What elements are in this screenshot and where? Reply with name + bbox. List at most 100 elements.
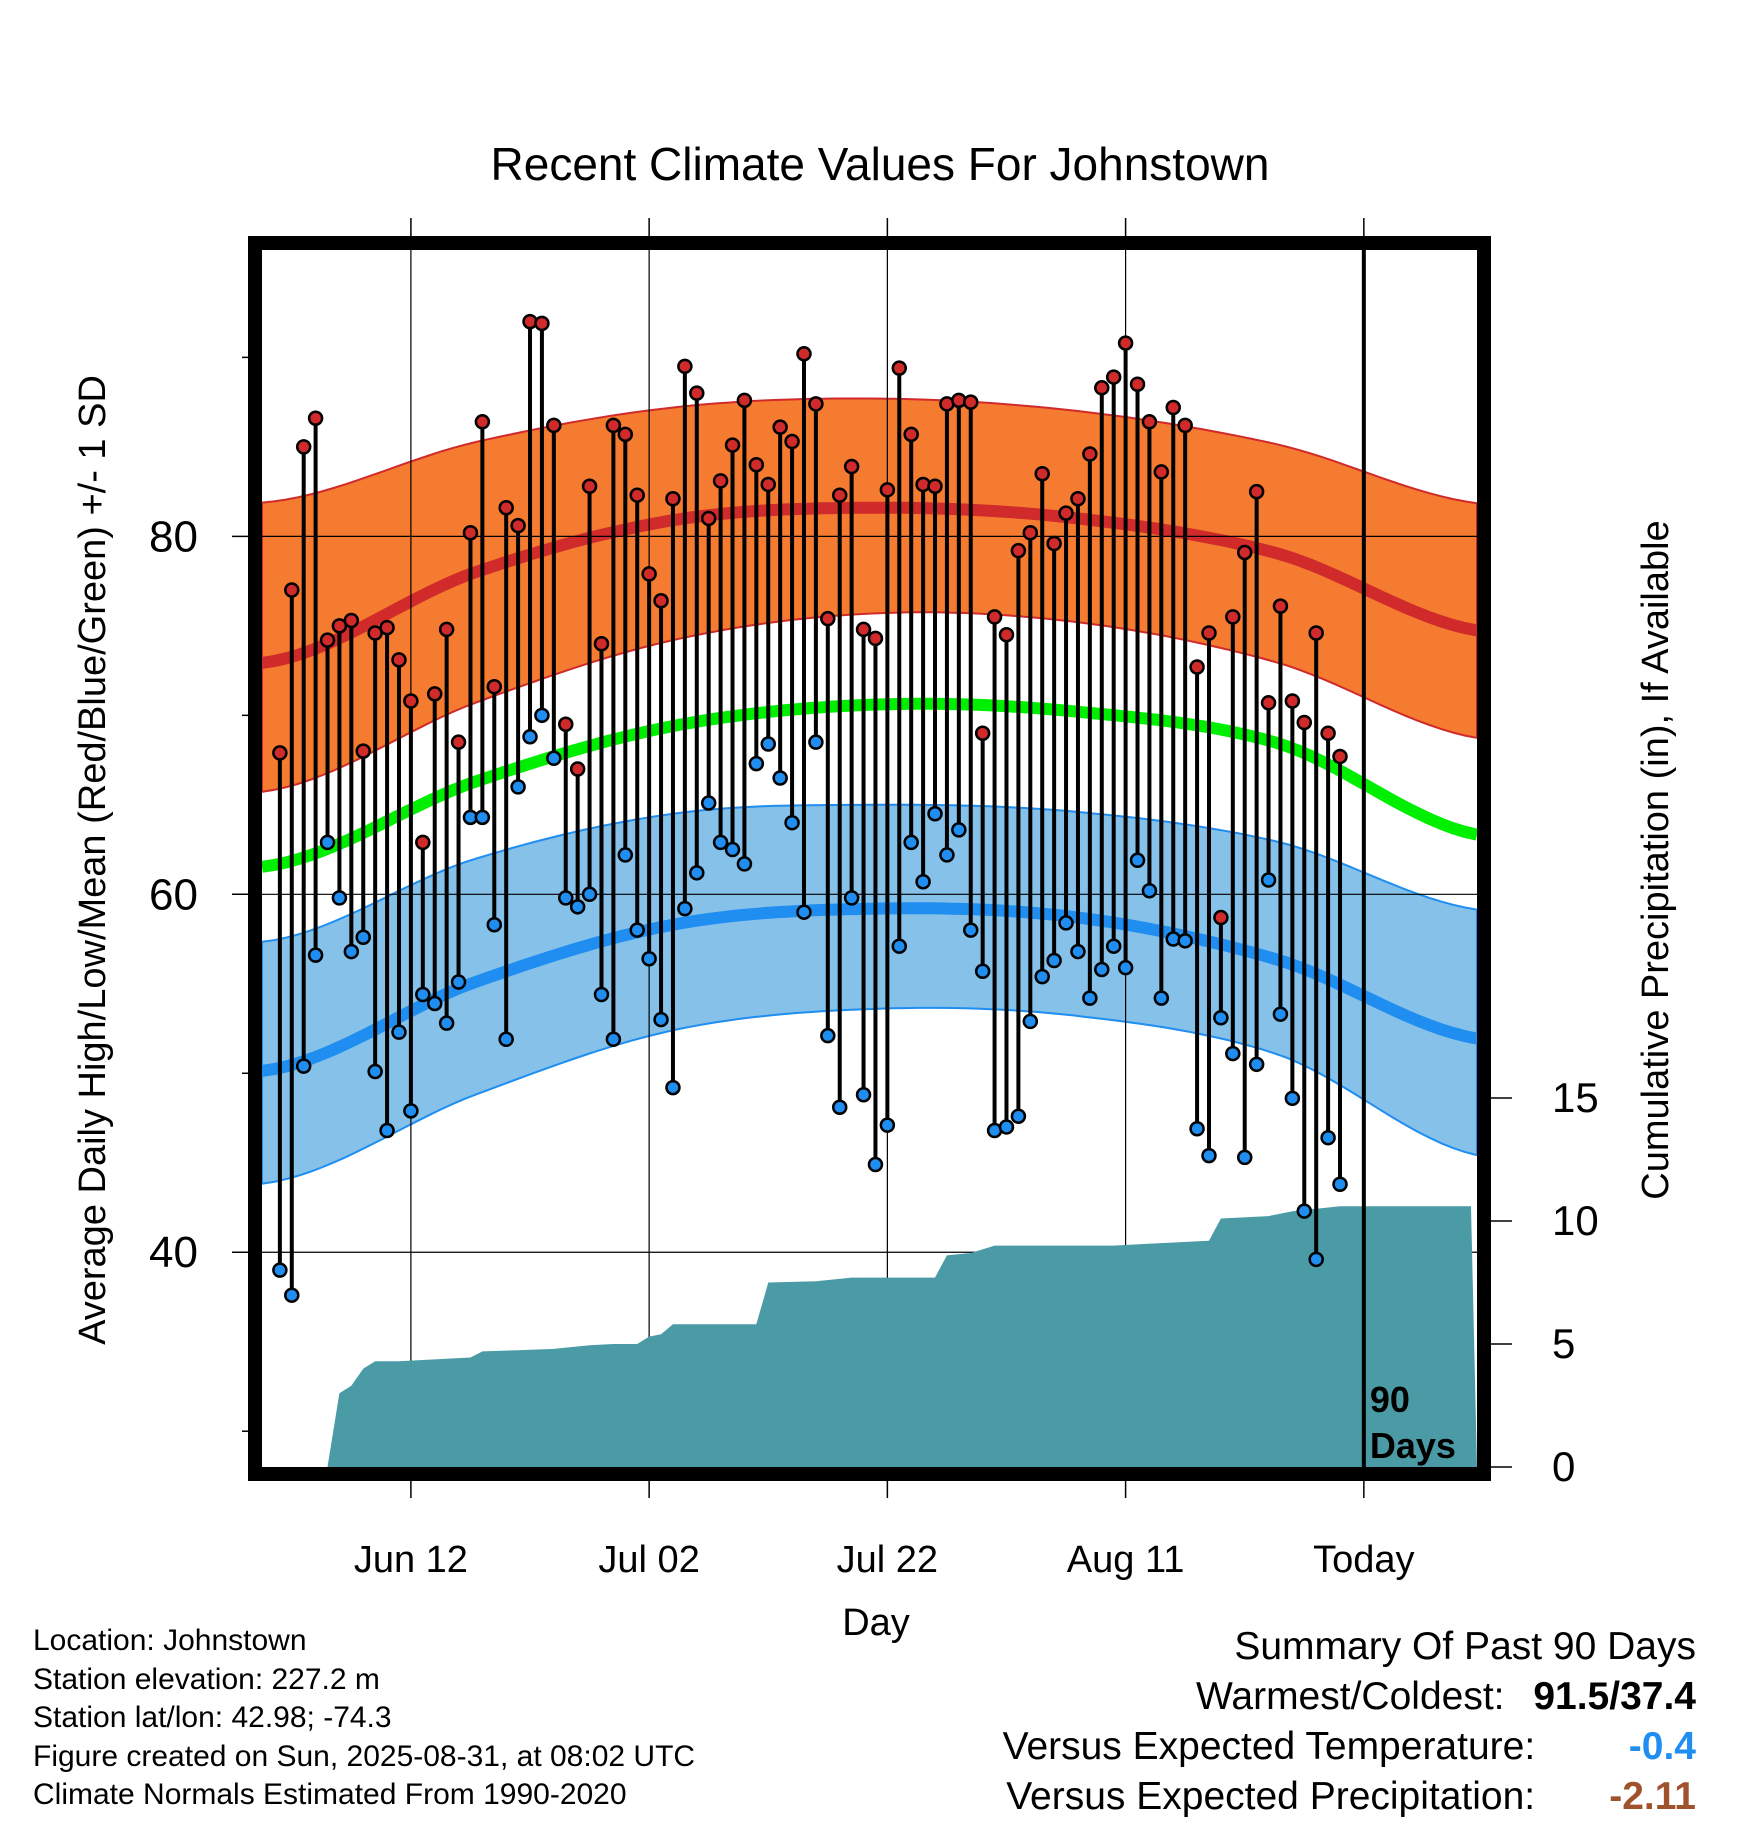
high-point [1070,491,1086,507]
high-point [641,566,657,582]
summary-heading: Summary Of Past 90 Days [1234,1625,1696,1668]
warmest-coldest-label: Warmest/Coldest: [1196,1675,1505,1718]
high-point [391,652,407,668]
low-point [1022,1013,1039,1030]
low-point [1201,1147,1217,1164]
low-point [689,865,705,881]
high-point [1082,446,1098,462]
high-point [558,716,574,733]
low-point [307,947,324,963]
low-point [343,943,360,960]
period-label: Days [1370,1425,1456,1466]
high-point [593,635,610,652]
warmest-coldest-value: 91.5/37.4 [1533,1675,1696,1718]
high-point [1248,483,1265,500]
low-point [331,890,348,906]
high-point [1177,417,1193,434]
low-point [498,1031,514,1048]
low-point [1296,1203,1313,1219]
elevation-text: Station elevation: 227.2 m [33,1662,380,1696]
low-point [998,1119,1015,1135]
high-point [712,473,729,489]
low-point [367,1063,383,1080]
high-point [891,360,908,376]
station-info: Location: Johnstown Station elevation: 2… [33,1622,695,1815]
low-point [355,929,371,945]
high-point [284,582,300,598]
low-point [522,729,538,745]
low-point [772,770,788,786]
low-point [939,847,955,863]
high-point [1320,725,1336,741]
high-point [653,593,669,609]
high-point [1046,535,1062,552]
high-point [843,458,860,475]
low-point [879,1117,896,1133]
low-point [1320,1129,1336,1146]
low-point [617,847,634,863]
high-point [808,396,824,412]
low-point [891,938,908,954]
high-point [355,743,371,759]
high-point [1058,505,1074,521]
low-point [415,986,431,1003]
x-tick-label: Jun 12 [354,1539,468,1581]
low-point [379,1122,395,1139]
low-point [843,890,860,906]
chart-title: Recent Climate Values For Johnstown [491,138,1270,190]
low-point [677,900,693,917]
low-point [1141,882,1158,899]
low-point [665,1079,681,1096]
high-point [724,437,741,453]
x-tick-label: Today [1313,1539,1414,1581]
x-tick-label: Jul 22 [837,1539,938,1581]
low-point [605,1031,622,1048]
high-point [546,417,562,434]
y-tick-label: 80 [149,512,198,561]
created-text: Figure created on Sun, 2025-08-31, at 08… [33,1739,696,1773]
low-point [546,750,562,767]
normal-mean-line [262,697,1477,873]
high-point [462,525,479,541]
high-point [1189,659,1205,675]
low-point [1094,961,1110,978]
high-point [343,612,360,629]
high-point [415,834,431,851]
precip-anomaly-row: Versus Expected Precipitation: -2.11 [1003,1772,1696,1822]
low-point [1248,1056,1265,1073]
low-point [760,736,776,752]
low-point [963,922,979,938]
high-point [879,482,896,498]
high-point [426,686,443,702]
low-point [1105,938,1122,954]
high-point [629,487,645,503]
low-point [438,1015,455,1031]
low-point [1117,959,1134,976]
low-point [867,1156,884,1173]
y2-tick-label: 5 [1552,1320,1575,1367]
x-axis-label: Day [842,1602,910,1644]
high-point [831,487,848,503]
high-point [1034,465,1050,482]
low-point [855,1086,872,1103]
low-point [534,707,550,724]
high-point [581,478,598,494]
high-point [1141,414,1158,430]
high-point [867,630,884,647]
high-point [1105,369,1122,385]
high-point [748,457,765,473]
low-point [748,755,765,772]
high-point [784,433,800,450]
precip-anomaly-value: -2.11 [1609,1775,1696,1818]
high-point [1308,625,1324,641]
high-point [319,632,336,648]
high-point [1296,714,1313,731]
high-point [986,609,1003,625]
high-point [510,517,526,534]
low-point [927,806,943,822]
high-point [1153,464,1170,480]
low-point [712,834,729,851]
low-point [1332,1176,1348,1192]
period-label: 90 [1370,1379,1410,1420]
high-point [1225,609,1241,625]
